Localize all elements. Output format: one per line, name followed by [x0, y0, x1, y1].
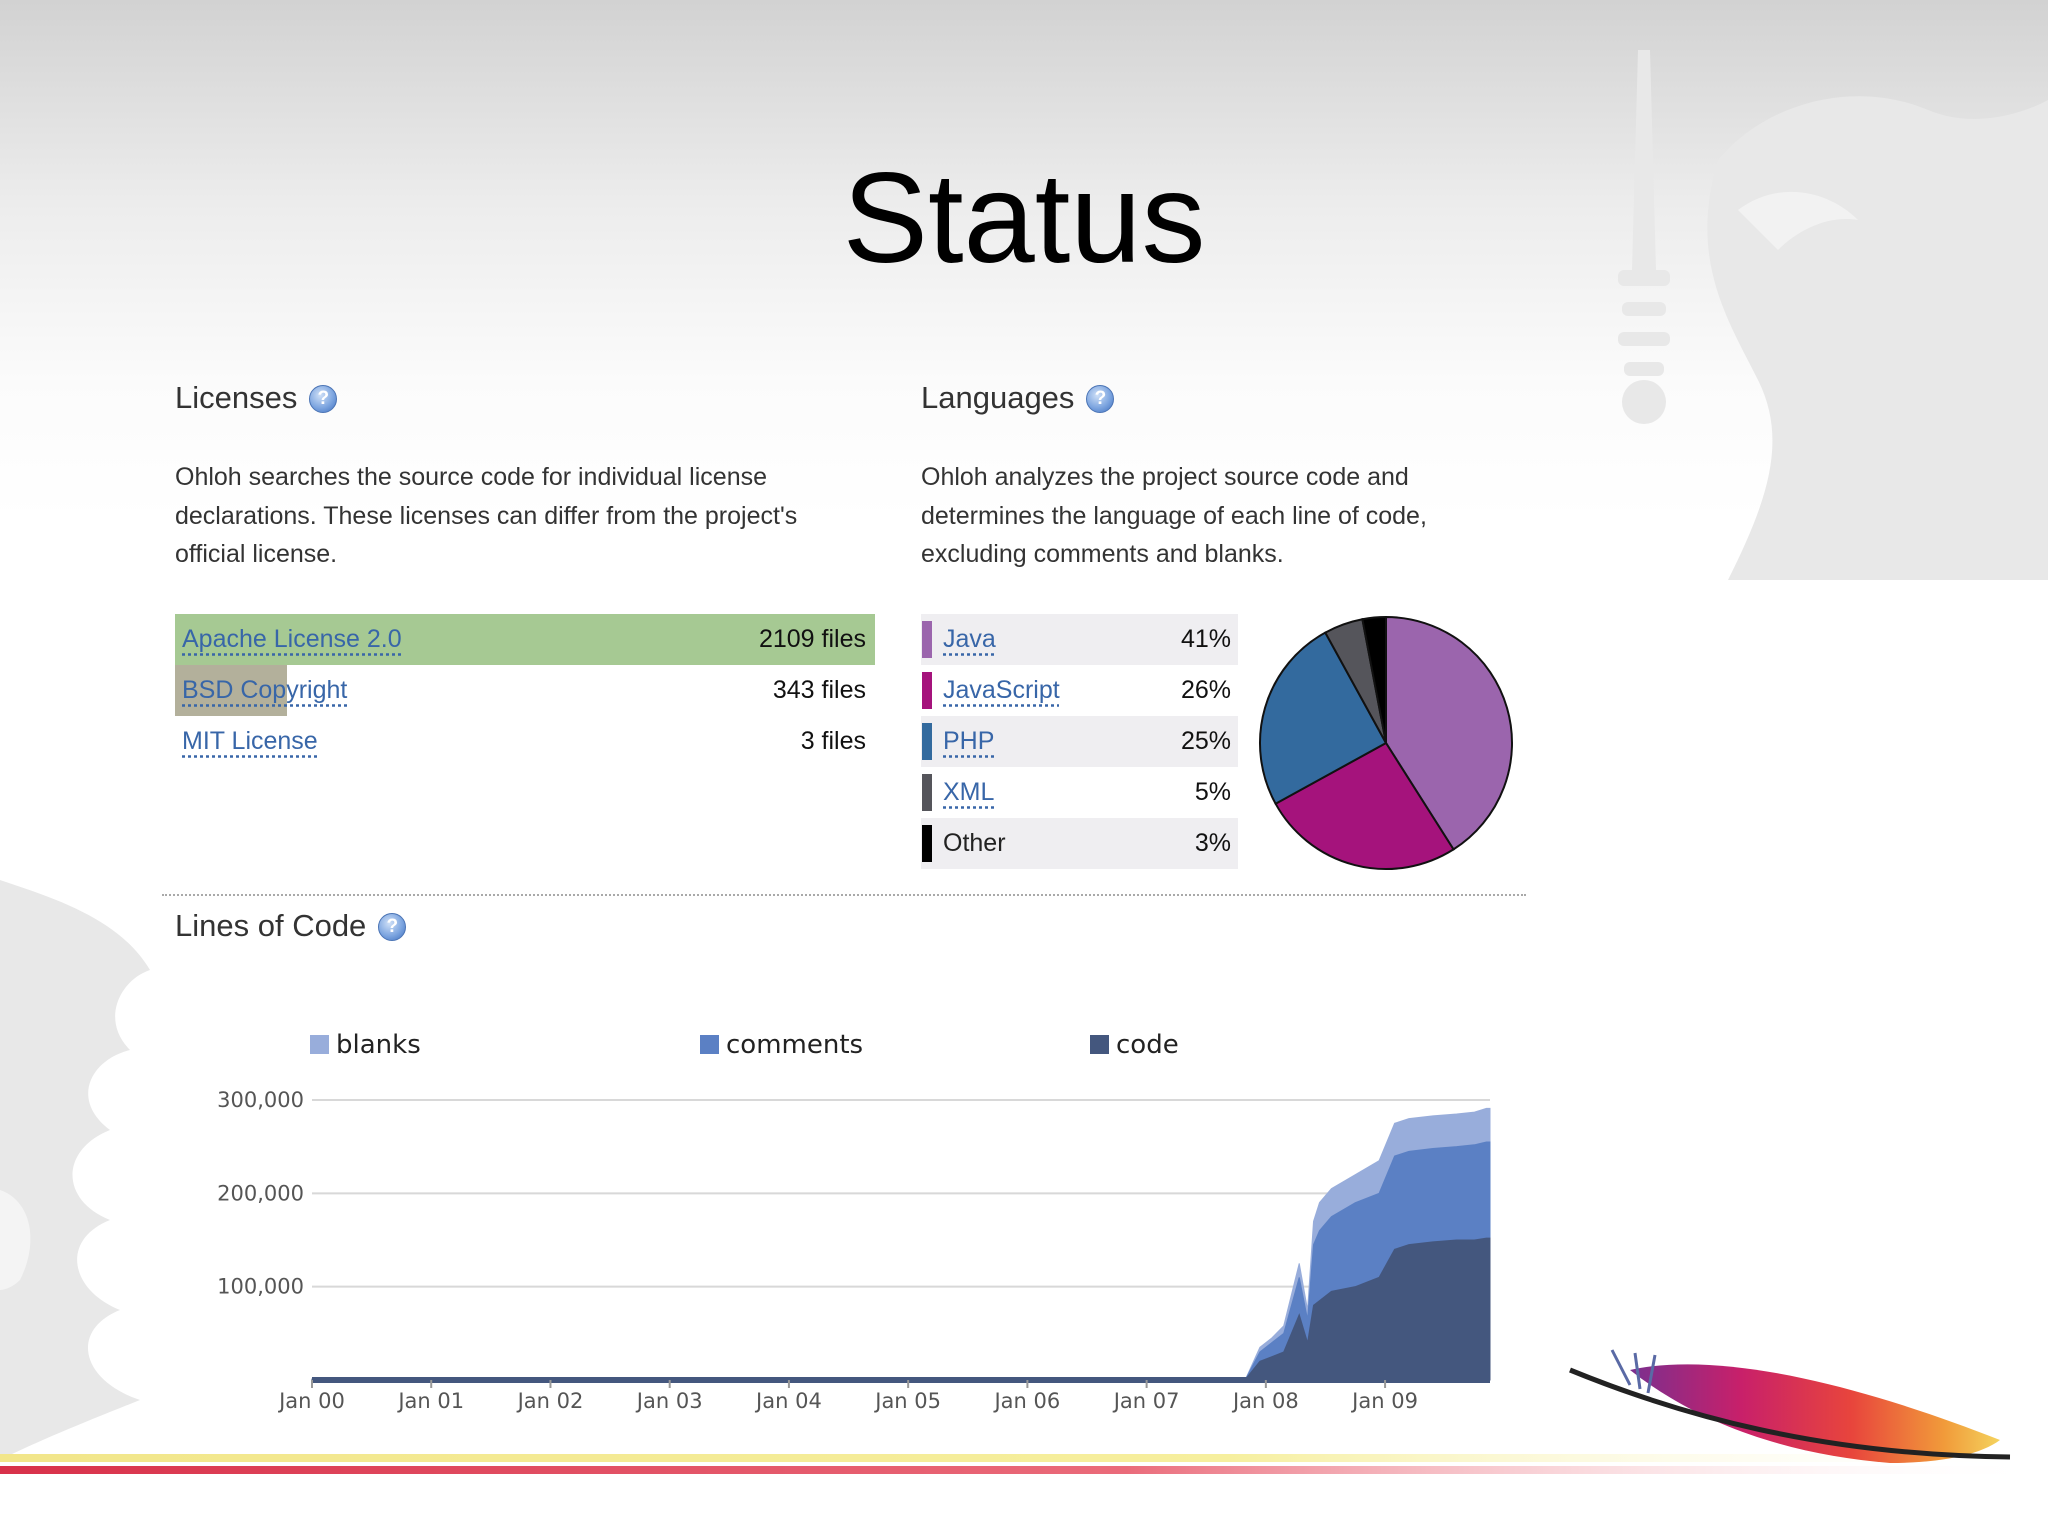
language-row: Java 41%	[921, 614, 1238, 665]
licenses-heading-label: Licenses	[175, 380, 298, 415]
license-row: Apache License 2.0 2109 files	[175, 614, 875, 665]
legend-item-comments: comments	[700, 1030, 863, 1060]
x-tick-label: Jan 06	[992, 1389, 1060, 1413]
legend-label: comments	[726, 1030, 863, 1060]
languages-list: Java 41% JavaScript 26% PHP 25% XML 5% Other 3%	[921, 614, 1238, 869]
languages-description: Ohloh analyzes the project source code a…	[921, 463, 1427, 568]
legend-item-code: code	[1090, 1030, 1179, 1060]
language-link[interactable]: JavaScript	[943, 676, 1060, 704]
licenses-help-icon[interactable]: ?	[309, 385, 338, 413]
legend-swatch	[1090, 1035, 1109, 1054]
lines-of-code-help-icon[interactable]: ?	[378, 913, 407, 941]
x-tick-label: Jan 09	[1350, 1389, 1418, 1413]
licenses-description: Ohloh searches the source code for indiv…	[175, 463, 798, 568]
language-color-swatch	[922, 825, 932, 862]
x-tick-label: Jan 01	[396, 1389, 464, 1413]
language-percent: 26%	[1180, 676, 1231, 704]
language-color-swatch	[922, 723, 932, 760]
license-file-count: 343 files	[772, 676, 866, 704]
language-row: XML 5%	[921, 767, 1238, 818]
language-color-swatch	[922, 621, 932, 658]
license-row: BSD Copyright 343 files	[175, 665, 875, 716]
license-row: MIT License 3 files	[175, 716, 875, 767]
y-tick-label: 100,000	[217, 1275, 304, 1299]
licenses-heading: Licenses?	[175, 380, 338, 416]
language-percent: 41%	[1180, 625, 1231, 653]
apache-feather-logo	[1569, 1349, 2011, 1463]
lines-of-code-heading-label: Lines of Code	[175, 908, 367, 943]
x-tick-label: Jan 04	[754, 1389, 822, 1413]
languages-pie-chart	[1259, 615, 1513, 870]
language-percent: 5%	[1194, 778, 1231, 806]
pie-slice-javascript	[1274, 741, 1455, 870]
legend-label: blanks	[336, 1030, 421, 1060]
lines-of-code-heading: Lines of Code?	[175, 908, 407, 944]
license-file-count: 2109 files	[758, 625, 866, 653]
language-link[interactable]: XML	[943, 778, 995, 806]
pie-slice-other	[1361, 615, 1387, 744]
license-share-bar	[175, 614, 875, 665]
x-tick-label: Jan 02	[516, 1389, 584, 1413]
languages-heading-label: Languages	[921, 380, 1075, 415]
languages-help-icon[interactable]: ?	[1086, 385, 1115, 413]
language-link[interactable]: PHP	[943, 727, 995, 755]
legend-swatch	[310, 1035, 329, 1054]
lines-of-code-chart: blanks comments code 100,000 200,000 300,000 J…	[217, 1030, 1491, 1413]
x-tick-label: Jan 07	[1112, 1389, 1180, 1413]
license-link[interactable]: BSD Copyright	[182, 676, 348, 704]
language-row: PHP 25%	[921, 716, 1238, 767]
language-color-swatch	[922, 774, 932, 811]
watermark-right	[1618, 50, 2048, 580]
licenses-list: Apache License 2.0 2109 files BSD Copyrigh…	[175, 614, 875, 767]
watermark-left	[0, 880, 150, 1460]
legend-item-blanks: blanks	[310, 1030, 421, 1060]
pie-slice-php	[1259, 631, 1388, 806]
language-row: Other 3%	[921, 818, 1238, 869]
languages-heading: Languages?	[921, 380, 1115, 416]
language-percent: 25%	[1180, 727, 1231, 755]
license-share-bar	[175, 665, 287, 716]
license-file-count: 3 files	[800, 727, 866, 755]
license-link[interactable]: Apache License 2.0	[182, 625, 402, 653]
legend-label: code	[1116, 1030, 1179, 1060]
legend-swatch	[700, 1035, 719, 1054]
x-tick-label: Jan 05	[873, 1389, 941, 1413]
language-label: Other	[943, 829, 1006, 857]
language-row: JavaScript 26%	[921, 665, 1238, 716]
x-tick-label: Jan 08	[1231, 1389, 1299, 1413]
x-tick-label: Jan 03	[635, 1389, 703, 1413]
language-color-swatch	[922, 672, 932, 709]
x-tick-label: Jan 00	[277, 1389, 345, 1413]
language-percent: 3%	[1194, 829, 1231, 857]
slide-title: Status	[842, 147, 1206, 290]
section-divider	[162, 894, 1526, 896]
y-tick-label: 200,000	[217, 1181, 304, 1205]
y-tick-label: 300,000	[217, 1088, 304, 1112]
footer-stripes	[0, 1454, 2048, 1474]
language-link[interactable]: Java	[943, 625, 996, 653]
license-link[interactable]: MIT License	[182, 727, 318, 755]
